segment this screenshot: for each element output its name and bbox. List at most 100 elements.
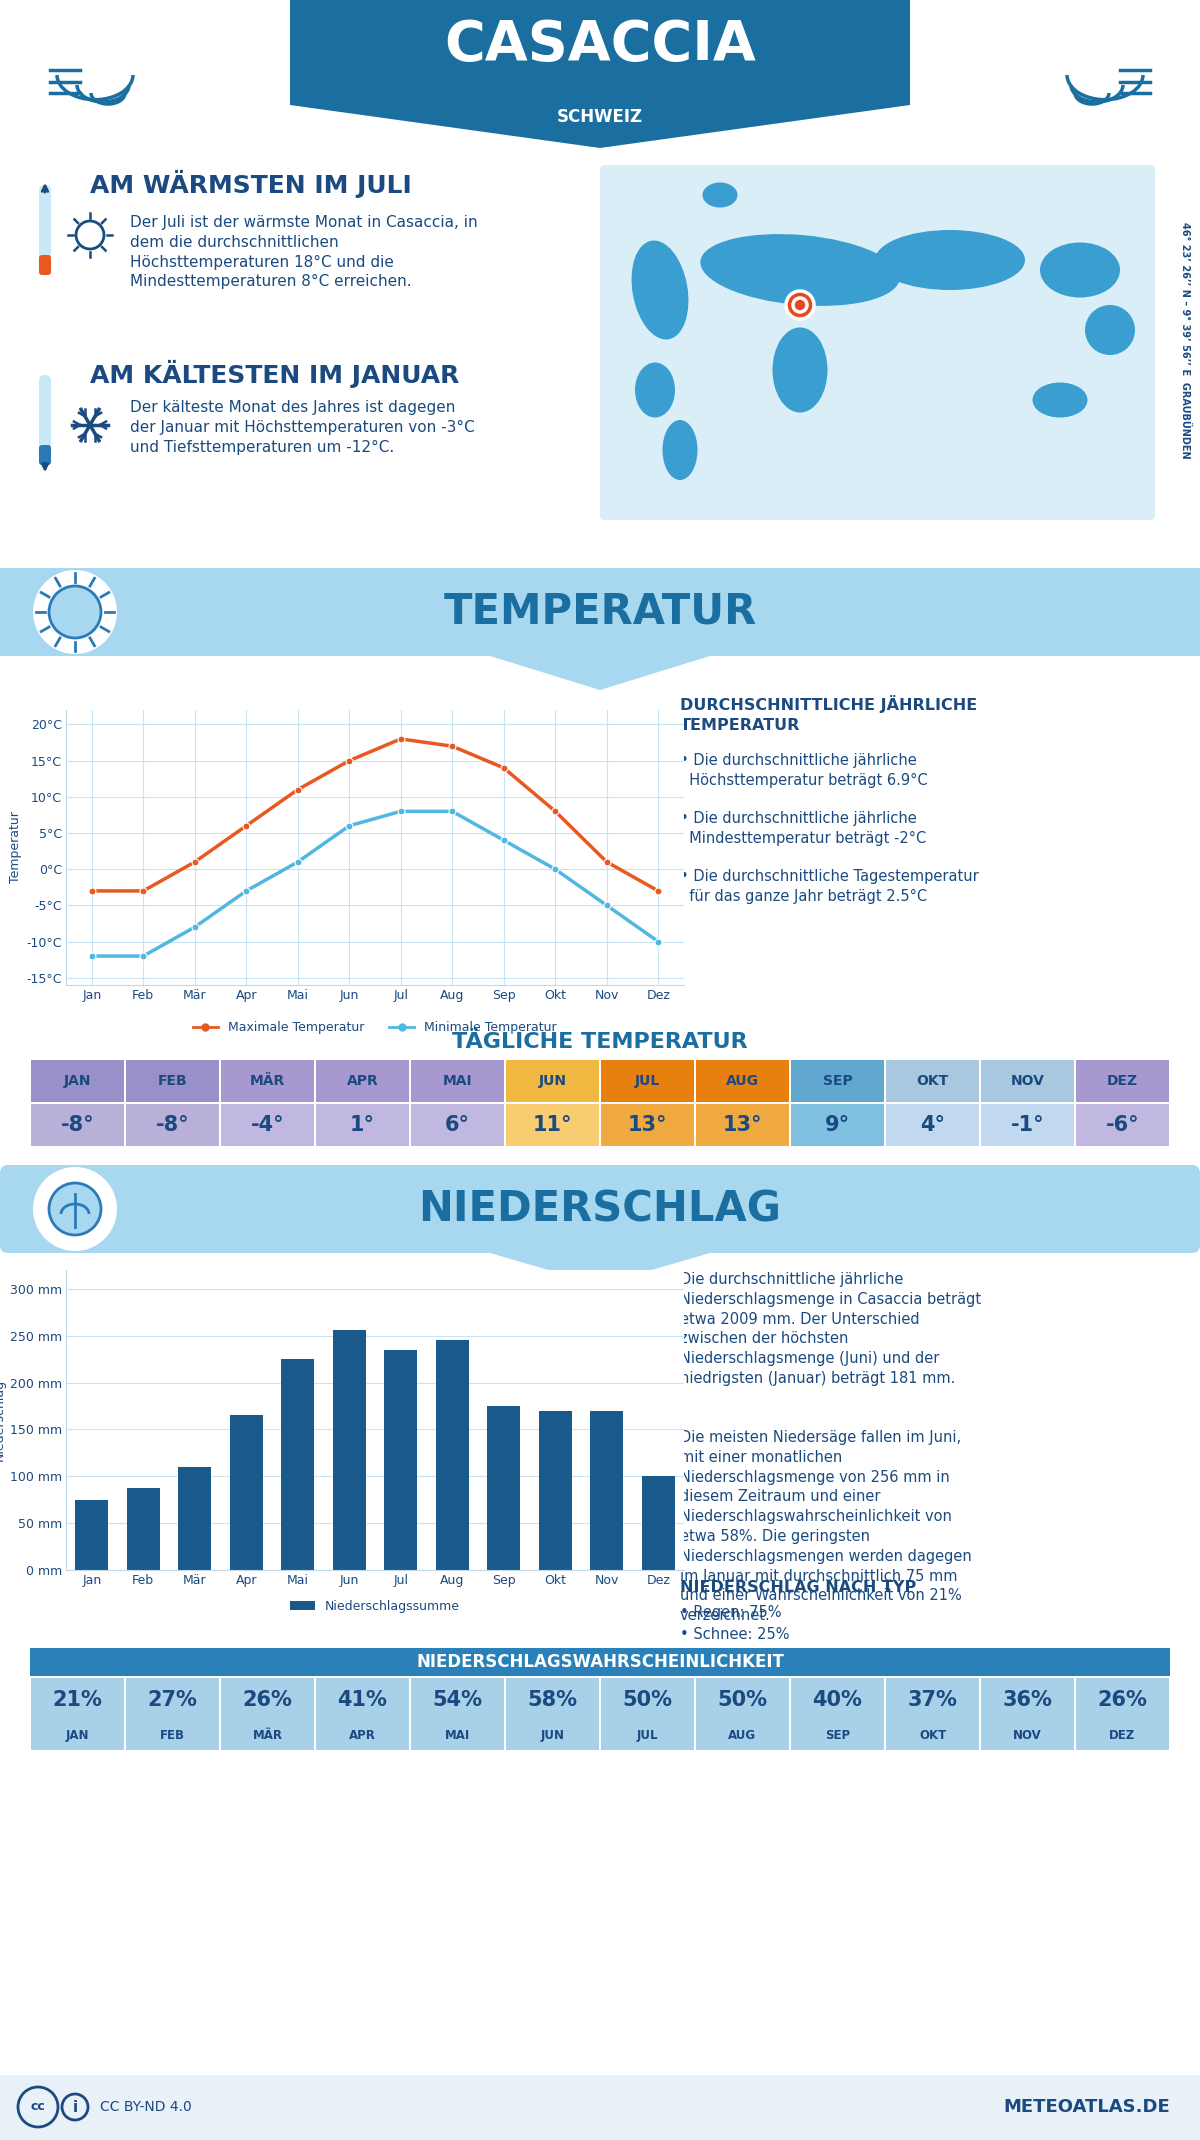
- Ellipse shape: [773, 327, 828, 413]
- Text: 6°: 6°: [445, 1115, 470, 1134]
- Text: • Die durchschnittliche jährliche
  Höchsttemperatur beträgt 6.9°C: • Die durchschnittliche jährliche Höchst…: [680, 753, 928, 788]
- Text: NIEDERSCHLAGSWAHRSCHEINLICHKEIT: NIEDERSCHLAGSWAHRSCHEINLICHKEIT: [416, 1652, 784, 1671]
- Text: cc: cc: [31, 2101, 46, 2114]
- Text: 26%: 26%: [1098, 1691, 1147, 1710]
- Bar: [601, 1104, 694, 1147]
- Text: -4°: -4°: [251, 1115, 284, 1134]
- Text: Die durchschnittliche jährliche
Niederschlagsmenge in Casaccia beträgt
etwa 2009: Die durchschnittliche jährliche Niedersc…: [680, 1271, 982, 1387]
- Bar: [590, 1410, 624, 1571]
- Bar: [126, 1059, 220, 1102]
- Text: OKT: OKT: [919, 1729, 946, 1742]
- Bar: [316, 1678, 409, 1751]
- Text: SCHWEIZ: SCHWEIZ: [557, 107, 643, 126]
- Ellipse shape: [635, 362, 674, 417]
- Text: 37%: 37%: [907, 1691, 958, 1710]
- Bar: [31, 1059, 124, 1102]
- Text: NIEDERSCHLAG NACH TYP: NIEDERSCHLAG NACH TYP: [680, 1579, 917, 1594]
- Text: MAI: MAI: [443, 1074, 473, 1087]
- Bar: [229, 1415, 263, 1571]
- Bar: [384, 1350, 418, 1571]
- Text: 58%: 58%: [528, 1691, 577, 1710]
- Bar: [221, 1059, 314, 1102]
- Bar: [506, 1104, 599, 1147]
- Text: FEB: FEB: [157, 1074, 187, 1087]
- Circle shape: [786, 291, 814, 319]
- Bar: [0, 1248, 1200, 1678]
- Bar: [410, 1059, 504, 1102]
- Bar: [221, 1678, 314, 1751]
- Text: 13°: 13°: [722, 1115, 762, 1134]
- Bar: [506, 1059, 599, 1102]
- Bar: [696, 1678, 790, 1751]
- Text: MAI: MAI: [445, 1729, 470, 1742]
- Text: 4°: 4°: [920, 1115, 946, 1134]
- Bar: [30, 1648, 1170, 1676]
- Ellipse shape: [1085, 306, 1135, 355]
- Text: TEMPERATUR: TEMPERATUR: [443, 591, 757, 633]
- Text: CASACCIA: CASACCIA: [444, 17, 756, 73]
- Text: AUG: AUG: [726, 1074, 760, 1087]
- Bar: [221, 1104, 314, 1147]
- Text: NIEDERSCHLAG: NIEDERSCHLAG: [419, 1188, 781, 1230]
- Bar: [791, 1059, 884, 1102]
- Y-axis label: Niederschlag: Niederschlag: [0, 1378, 6, 1462]
- Text: AM WÄRMSTEN IM JULI: AM WÄRMSTEN IM JULI: [90, 169, 412, 199]
- Bar: [0, 2076, 1200, 2140]
- Bar: [178, 1466, 211, 1571]
- Text: -1°: -1°: [1010, 1115, 1044, 1134]
- Text: CC BY-ND 4.0: CC BY-ND 4.0: [100, 2099, 192, 2114]
- Text: 50%: 50%: [623, 1691, 672, 1710]
- Text: 40%: 40%: [812, 1691, 863, 1710]
- FancyBboxPatch shape: [38, 374, 50, 464]
- Bar: [642, 1477, 674, 1571]
- Text: APR: APR: [349, 1729, 376, 1742]
- Bar: [601, 1059, 694, 1102]
- Bar: [982, 1678, 1074, 1751]
- Bar: [0, 567, 1200, 657]
- Legend: Maximale Temperatur, Minimale Temperatur: Maximale Temperatur, Minimale Temperatur: [188, 1016, 562, 1040]
- Text: SEP: SEP: [824, 1729, 850, 1742]
- Bar: [886, 1059, 979, 1102]
- Text: 21%: 21%: [53, 1691, 102, 1710]
- Bar: [696, 1104, 790, 1147]
- Text: • Schnee: 25%: • Schnee: 25%: [680, 1626, 790, 1641]
- Text: JUL: JUL: [637, 1729, 659, 1742]
- Bar: [31, 1104, 124, 1147]
- Bar: [1076, 1059, 1169, 1102]
- Text: Die meisten Niedersäge fallen im Juni,
mit einer monatlichen
Niederschlagsmenge : Die meisten Niedersäge fallen im Juni, m…: [680, 1430, 972, 1624]
- Text: AUG: AUG: [728, 1729, 756, 1742]
- Text: METEOATLAS.DE: METEOATLAS.DE: [1003, 2097, 1170, 2116]
- Text: SEP: SEP: [823, 1074, 852, 1087]
- Ellipse shape: [631, 240, 689, 340]
- Text: DEZ: DEZ: [1106, 1074, 1138, 1087]
- Text: JUN: JUN: [540, 1729, 564, 1742]
- Text: AM KÄLTESTEN IM JANUAR: AM KÄLTESTEN IM JANUAR: [90, 360, 460, 387]
- Bar: [410, 1678, 504, 1751]
- Text: DURCHSCHNITTLICHE JÄHRLICHE
TEMPERATUR: DURCHSCHNITTLICHE JÄHRLICHE TEMPERATUR: [680, 696, 977, 732]
- Ellipse shape: [662, 419, 697, 479]
- Text: JAN: JAN: [64, 1074, 91, 1087]
- Text: -8°: -8°: [61, 1115, 95, 1134]
- Text: 54%: 54%: [432, 1691, 482, 1710]
- FancyBboxPatch shape: [38, 445, 50, 464]
- Bar: [982, 1104, 1074, 1147]
- Bar: [410, 1104, 504, 1147]
- Text: • Die durchschnittliche jährliche
  Mindesttemperatur beträgt -2°C: • Die durchschnittliche jährliche Mindes…: [680, 811, 926, 845]
- Text: 46° 23’ 26’’ N – 9° 39’ 56’’ E  GRAUBÜNDEN: 46° 23’ 26’’ N – 9° 39’ 56’’ E GRAUBÜNDE…: [1180, 223, 1190, 458]
- Bar: [126, 1487, 160, 1571]
- Text: NOV: NOV: [1010, 1074, 1044, 1087]
- Bar: [886, 1104, 979, 1147]
- Text: Der Juli ist der wärmste Monat in Casaccia, in
dem die durchschnittlichen
Höchst: Der Juli ist der wärmste Monat in Casacc…: [130, 214, 478, 289]
- Text: APR: APR: [347, 1074, 378, 1087]
- FancyBboxPatch shape: [600, 165, 1154, 520]
- Text: TÄGLICHE TEMPERATUR: TÄGLICHE TEMPERATUR: [452, 1031, 748, 1053]
- Ellipse shape: [1032, 383, 1087, 417]
- Text: FEB: FEB: [160, 1729, 185, 1742]
- Bar: [0, 657, 1200, 1057]
- Text: 50%: 50%: [718, 1691, 768, 1710]
- Text: 11°: 11°: [533, 1115, 572, 1134]
- Text: 36%: 36%: [1002, 1691, 1052, 1710]
- Text: i: i: [72, 2099, 78, 2114]
- Bar: [126, 1104, 220, 1147]
- Bar: [886, 1678, 979, 1751]
